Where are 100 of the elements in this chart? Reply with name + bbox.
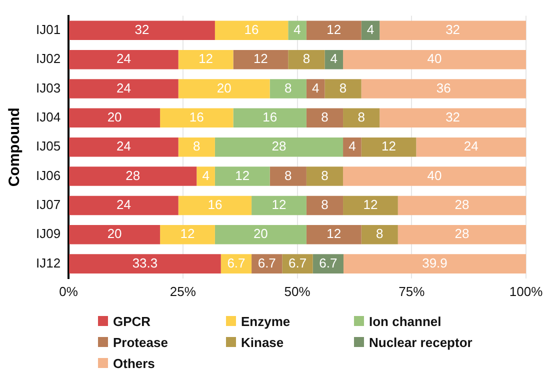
bar xyxy=(233,50,288,70)
bar xyxy=(178,196,252,216)
data-label: 4 xyxy=(202,168,210,183)
bar xyxy=(196,166,215,186)
y-tick-label: IJ02 xyxy=(36,51,61,66)
bar xyxy=(343,50,526,70)
data-label: 12 xyxy=(253,51,268,66)
bar xyxy=(343,254,526,274)
data-label: 4 xyxy=(294,22,301,37)
bar xyxy=(306,108,344,128)
data-label: 32 xyxy=(446,22,460,37)
data-label: 6.7 xyxy=(227,255,246,270)
bar xyxy=(160,225,215,244)
bar xyxy=(160,108,234,128)
bar xyxy=(343,137,362,157)
data-label: 28 xyxy=(454,197,470,212)
y-tick-label: IJ05 xyxy=(36,138,61,154)
bar xyxy=(69,254,221,274)
y-axis-title: Compound xyxy=(6,108,24,187)
data-label: 16 xyxy=(208,197,222,212)
legend-label: Others xyxy=(113,356,155,370)
x-tick-label: 25% xyxy=(170,284,196,299)
bar xyxy=(214,225,306,244)
bar xyxy=(214,20,288,40)
data-label: 33.3 xyxy=(132,255,158,270)
bar xyxy=(270,79,306,98)
data-label: 24 xyxy=(116,197,131,212)
data-label: 24 xyxy=(116,51,131,66)
data-label: 8 xyxy=(376,226,384,242)
legend-label: GPCR xyxy=(113,314,151,328)
data-label: 20 xyxy=(216,80,232,96)
bar xyxy=(288,50,325,70)
bar xyxy=(69,79,178,98)
bar xyxy=(306,79,325,98)
data-label: 12 xyxy=(198,51,214,66)
bar xyxy=(306,166,344,186)
y-tick-label: IJ04 xyxy=(36,110,61,124)
bar xyxy=(69,196,178,216)
data-label: 4 xyxy=(312,80,320,96)
x-tick-label: 0% xyxy=(59,284,78,299)
data-label: 12 xyxy=(326,226,342,242)
data-label: 8 xyxy=(284,168,292,183)
data-label: 8 xyxy=(321,168,328,183)
legend-label: Ion channel xyxy=(369,314,442,328)
bar xyxy=(233,108,306,128)
data-label: 28 xyxy=(272,138,286,154)
data-label: 20 xyxy=(107,226,122,242)
bar xyxy=(361,225,398,244)
bar xyxy=(343,166,526,186)
bar xyxy=(69,166,197,186)
legend-label: Kinase xyxy=(241,334,284,350)
data-label: 12 xyxy=(363,197,378,212)
bar xyxy=(343,108,380,128)
data-label: 12 xyxy=(272,197,286,212)
bar xyxy=(214,137,344,157)
bar xyxy=(324,50,344,70)
y-tick-label: IJ06 xyxy=(36,168,61,183)
y-tick-label: IJ09 xyxy=(36,226,61,242)
data-label: 24 xyxy=(116,138,131,154)
data-label: 32 xyxy=(134,22,150,37)
data-label: 8 xyxy=(284,80,292,96)
y-tick-label: IJ12 xyxy=(36,255,61,270)
legend-label: Nuclear receptor xyxy=(369,334,472,350)
data-label: 39.9 xyxy=(422,255,448,270)
y-tick-label: IJ01 xyxy=(36,22,61,37)
bar xyxy=(178,79,270,98)
bar xyxy=(69,50,178,70)
data-label: 6.7 xyxy=(319,255,338,270)
data-label: 40 xyxy=(427,168,442,183)
bar xyxy=(178,50,234,70)
bar xyxy=(270,166,306,186)
data-label: 20 xyxy=(107,110,122,124)
data-label: 20 xyxy=(253,226,268,242)
data-label: 12 xyxy=(326,22,342,37)
data-label: 24 xyxy=(116,80,131,96)
data-label: 24 xyxy=(464,138,478,154)
bar xyxy=(69,137,178,157)
data-label: 6.7 xyxy=(258,255,276,270)
bar xyxy=(361,79,526,98)
legend-label: Enzyme xyxy=(241,314,290,328)
bar xyxy=(306,225,362,244)
bar xyxy=(306,196,344,216)
bar xyxy=(69,225,160,244)
data-label: 8 xyxy=(321,197,328,212)
data-label: 4 xyxy=(366,22,374,37)
bar xyxy=(252,254,282,274)
data-label: 40 xyxy=(427,51,442,66)
data-label: 36 xyxy=(436,80,451,96)
data-label: 4 xyxy=(348,138,356,154)
data-label: 12 xyxy=(382,138,396,154)
bar xyxy=(214,166,270,186)
bar xyxy=(220,254,252,274)
data-label: 28 xyxy=(454,226,470,242)
data-label: 16 xyxy=(244,22,259,37)
data-label: 16 xyxy=(262,110,278,124)
bar xyxy=(306,20,362,40)
x-tick-label: 50% xyxy=(284,284,311,299)
bar xyxy=(178,137,215,157)
bar xyxy=(416,137,526,157)
bar xyxy=(69,20,215,40)
